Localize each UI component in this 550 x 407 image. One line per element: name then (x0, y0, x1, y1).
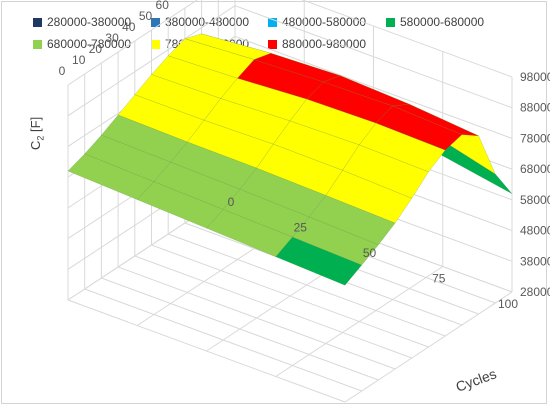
y-axis-title: Cycles (454, 365, 499, 394)
legend-item: 880000-980000 (268, 37, 366, 51)
legend-item: 580000-680000 (386, 15, 484, 29)
z-tick-label: 480000 (520, 224, 550, 238)
legend-item: 680000-780000 (33, 37, 131, 51)
legend-swatch (151, 17, 160, 27)
legend-swatch (268, 17, 277, 27)
surface-patch (275, 236, 363, 286)
cycle-tick-label: 100 (498, 297, 518, 311)
gridline (344, 291, 513, 403)
legend-label: 680000-780000 (47, 37, 132, 51)
cycle-tick-label: 25 (294, 221, 308, 235)
z-axis-title: C2 [F] (28, 116, 46, 150)
legend-label: 580000-680000 (400, 15, 485, 29)
z-tick-label: 880000 (520, 101, 550, 115)
legend-item: 380000-480000 (151, 15, 249, 29)
z-tick-label: 280000 (520, 285, 550, 299)
legend-swatch (33, 17, 42, 27)
legend-label: 480000-580000 (282, 15, 367, 29)
soc-tick-label: 0 (59, 64, 66, 78)
legend-item: 280000-380000 (33, 15, 131, 29)
legend-label: 280000-380000 (47, 15, 132, 29)
legend-swatch (386, 17, 395, 27)
soc-tick-label: 60 (156, 0, 170, 12)
soc-tick-label: 70 (172, 0, 186, 1)
legend-swatch (33, 39, 42, 49)
z-tick-label: 380000 (520, 254, 550, 268)
cycle-tick-label: 0 (228, 195, 235, 209)
legend-label: 380000-480000 (165, 15, 250, 29)
soc-tick-label: 20 (89, 42, 103, 56)
z-tick-label: 780000 (520, 131, 550, 145)
z-tick-label: 580000 (520, 193, 550, 207)
soc-tick-label: 10 (72, 53, 86, 67)
legend-item: 480000-580000 (268, 15, 366, 29)
soc-tick-label: 40 (122, 20, 136, 34)
legend-label: 880000-980000 (282, 37, 367, 51)
cycle-tick-label: 75 (432, 272, 446, 286)
legend-swatch (268, 39, 277, 49)
soc-tick-label: 50 (139, 9, 153, 23)
z-tick-label: 680000 (520, 162, 550, 176)
legend: 280000-380000 380000-480000 480000-58000… (0, 0, 550, 60)
soc-tick-label: 30 (105, 31, 119, 45)
z-tick-label: 980000 (520, 70, 550, 84)
legend-swatch (151, 39, 160, 49)
gridline (275, 266, 444, 377)
cycle-tick-label: 50 (363, 246, 377, 260)
